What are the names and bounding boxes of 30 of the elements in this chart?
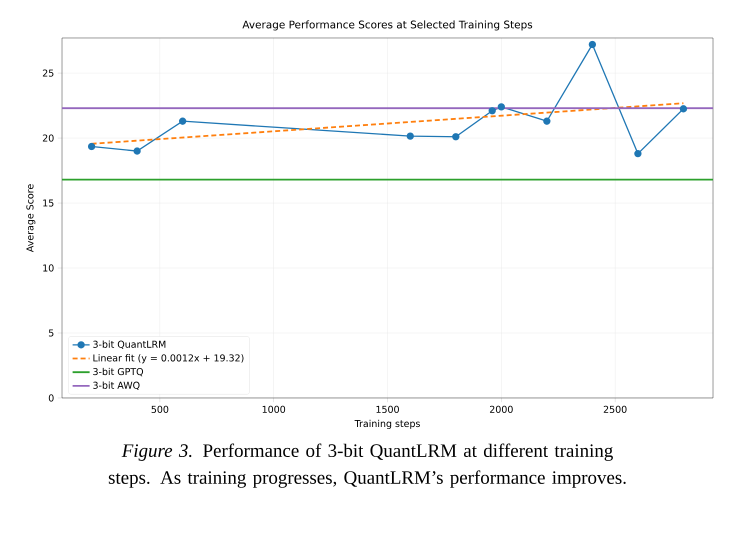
x-tick-label: 2000 bbox=[490, 406, 513, 413]
text: Figure 3. Performance of 3-bit QuantLRM at different training steps. As training progresses, QuantLRM’s performance improves. bbox=[108, 444, 626, 488]
y-tick-label: 0 bbox=[48, 394, 54, 402]
point bbox=[406, 132, 414, 140]
x-tick-label: 1500 bbox=[376, 406, 399, 413]
point bbox=[133, 147, 141, 155]
y-axis-title: Average Score bbox=[26, 184, 36, 252]
x-tick-label: 1000 bbox=[262, 406, 286, 413]
y-tick-label: 20 bbox=[42, 134, 54, 142]
legend-label: 3-bit QuantLRM bbox=[93, 340, 166, 349]
point bbox=[488, 107, 496, 114]
legend-label: 3-bit GPTQ bbox=[93, 368, 144, 376]
point bbox=[452, 133, 460, 140]
x-axis-title: Training steps bbox=[354, 420, 420, 429]
legend-label: Linear fit (y = 0.0012x + 19.32) bbox=[93, 354, 244, 364]
point bbox=[680, 105, 688, 112]
point bbox=[588, 40, 596, 48]
point bbox=[543, 118, 550, 125]
x-tick-label: 500 bbox=[152, 406, 168, 413]
y-tick-label: 5 bbox=[48, 329, 54, 337]
point bbox=[634, 150, 642, 158]
y-tick-label: 15 bbox=[43, 200, 54, 207]
legend-label: 3-bit AWQ bbox=[93, 382, 140, 390]
y-tick-label: 25 bbox=[42, 69, 54, 77]
y-tick-label: 10 bbox=[43, 264, 54, 272]
point bbox=[88, 142, 96, 150]
x-tick-label: 2500 bbox=[604, 406, 627, 413]
point bbox=[179, 118, 186, 125]
chart-title: Average Performance Scores at Selected Training Steps bbox=[242, 20, 532, 30]
point bbox=[498, 103, 505, 111]
